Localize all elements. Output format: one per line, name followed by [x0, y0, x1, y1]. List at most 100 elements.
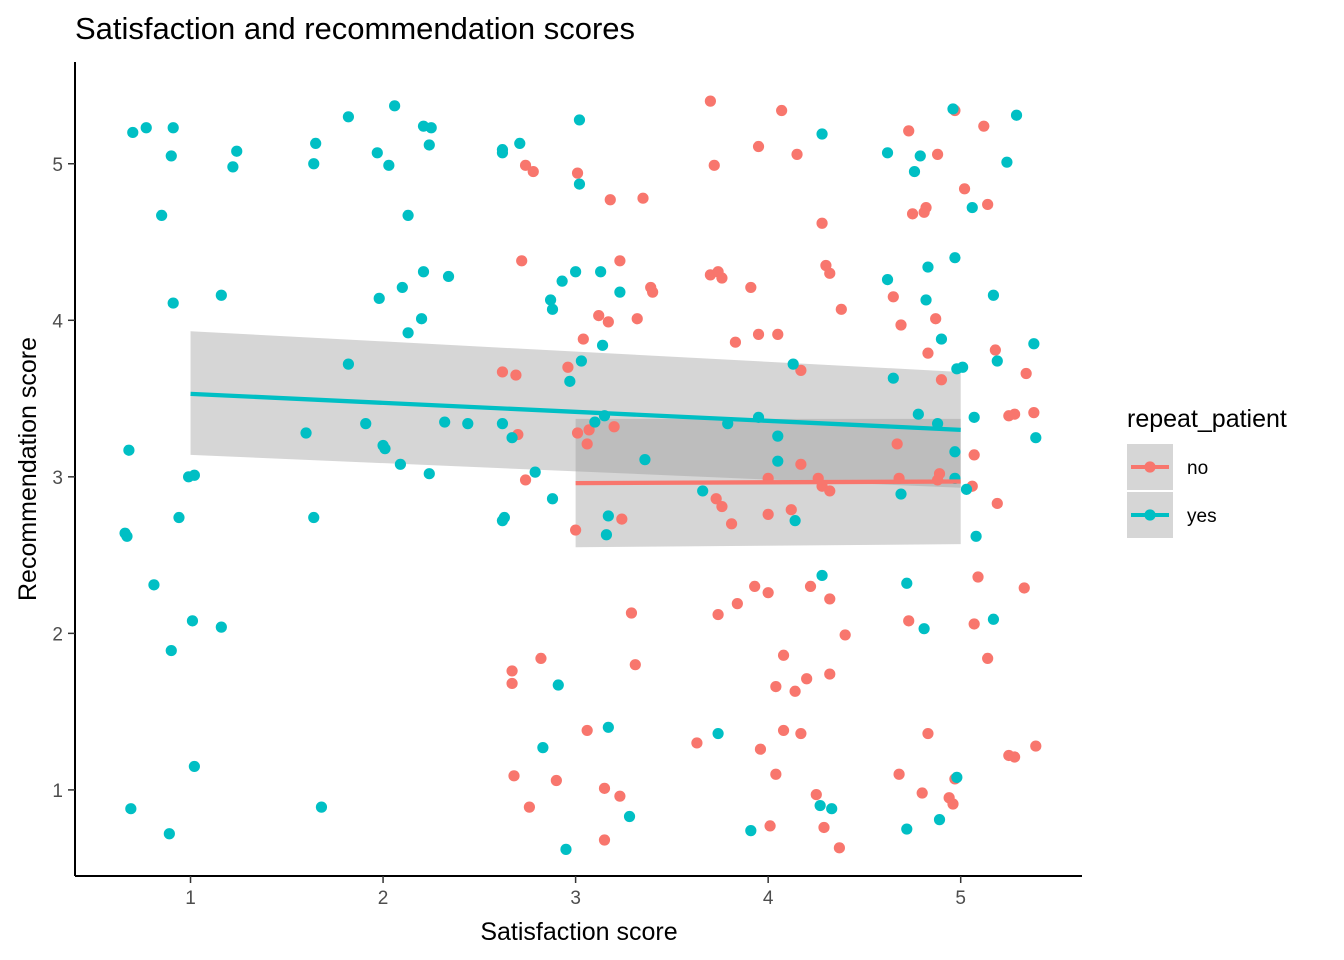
point-yes	[931, 418, 944, 430]
point-no	[519, 159, 532, 171]
point-no	[637, 192, 649, 204]
point-no	[745, 281, 757, 294]
point-yes	[912, 408, 924, 420]
point-no	[754, 743, 767, 755]
point-no	[770, 768, 782, 780]
point-yes	[188, 760, 200, 773]
point-no	[795, 458, 807, 470]
point-no	[710, 493, 722, 505]
point-no	[801, 673, 813, 685]
point-yes	[639, 454, 651, 466]
point-yes	[712, 727, 724, 740]
y-tick-label: 1	[52, 781, 63, 802]
point-no	[608, 421, 620, 433]
point-no	[935, 374, 948, 386]
point-yes	[623, 810, 636, 823]
point-no	[752, 140, 765, 153]
point-no	[991, 497, 1003, 510]
point-no	[982, 198, 994, 211]
legend-item-no: no	[1127, 444, 1208, 490]
point-yes	[772, 455, 784, 467]
point-yes	[498, 511, 510, 524]
legend-title: repeat_patient	[1127, 405, 1287, 433]
point-no	[804, 580, 817, 593]
point-yes	[556, 275, 568, 287]
point-no	[1009, 408, 1021, 420]
point-yes	[462, 418, 474, 430]
point-no	[1009, 751, 1021, 763]
point-yes	[901, 823, 913, 835]
point-no	[583, 424, 595, 436]
legend-label: yes	[1187, 506, 1217, 527]
confidence-ribbons	[190, 331, 961, 548]
point-no	[776, 104, 788, 117]
plot-area: 1 2 3 4 5 1 2 3 4 5	[52, 62, 1082, 909]
point-no	[947, 798, 959, 810]
point-no	[581, 438, 593, 450]
ci-ribbon-yes	[190, 331, 961, 488]
fit-lines	[190, 391, 961, 486]
point-no	[824, 267, 836, 279]
point-yes	[922, 261, 934, 273]
point-yes	[573, 178, 586, 190]
point-no	[824, 485, 836, 497]
point-no	[550, 774, 562, 787]
point-yes	[544, 294, 557, 306]
point-yes	[575, 355, 587, 367]
legend-key-point	[1144, 461, 1156, 473]
point-no	[795, 364, 807, 376]
point-no	[833, 842, 845, 854]
point-no	[602, 316, 614, 328]
point-yes	[1010, 109, 1023, 121]
point-yes	[496, 418, 509, 430]
point-yes	[163, 828, 175, 840]
point-yes	[125, 803, 137, 815]
point-no	[762, 587, 774, 599]
point-no	[810, 789, 822, 801]
point-yes	[342, 111, 355, 123]
point-no	[762, 508, 774, 520]
point-yes	[537, 742, 549, 754]
point-no	[1030, 740, 1042, 752]
point-no	[931, 148, 944, 160]
point-no	[527, 165, 539, 178]
point-no	[903, 125, 915, 137]
point-no	[716, 272, 728, 284]
point-yes	[167, 297, 179, 309]
point-no	[789, 685, 801, 697]
point-no	[508, 770, 520, 782]
point-yes	[165, 150, 177, 162]
point-no	[506, 677, 518, 690]
point-no	[891, 438, 903, 450]
point-yes	[123, 444, 135, 456]
point-no	[691, 737, 703, 749]
point-no	[749, 580, 761, 593]
point-yes	[546, 303, 559, 315]
y-tick-label: 4	[52, 311, 63, 332]
point-yes	[552, 679, 564, 691]
point-no	[752, 328, 765, 340]
chart-title: Satisfaction and recommendation scores	[75, 11, 635, 46]
point-yes	[772, 430, 784, 442]
point-yes	[379, 443, 391, 455]
point-no	[562, 361, 574, 373]
point-yes	[789, 515, 801, 527]
point-yes	[140, 122, 152, 134]
point-yes	[602, 510, 614, 522]
point-yes	[383, 159, 395, 171]
point-yes	[957, 361, 969, 373]
fit-line-yes	[190, 391, 961, 433]
point-yes	[315, 801, 328, 813]
point-no	[835, 303, 847, 315]
point-yes	[914, 150, 926, 162]
point-no	[598, 834, 611, 846]
point-yes	[881, 273, 894, 286]
point-no	[535, 652, 547, 665]
point-no	[895, 319, 907, 331]
point-no	[920, 201, 932, 214]
point-yes	[425, 122, 437, 134]
point-yes	[987, 613, 1000, 625]
x-tick-label: 2	[378, 888, 389, 909]
point-no	[616, 513, 628, 525]
point-no	[571, 167, 584, 179]
